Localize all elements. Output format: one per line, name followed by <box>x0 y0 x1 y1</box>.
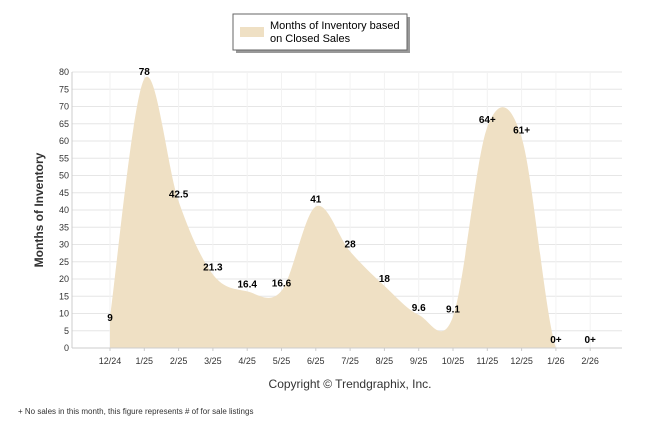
data-label: 18 <box>379 274 391 285</box>
y-tick-label: 65 <box>59 119 69 129</box>
x-tick-label: 6/25 <box>307 356 325 366</box>
y-tick-label: 10 <box>59 309 69 319</box>
y-tick-label: 20 <box>59 274 69 284</box>
data-label: 16.6 <box>272 279 292 290</box>
y-tick-label: 45 <box>59 188 69 198</box>
y-tick-label: 40 <box>59 205 69 215</box>
y-tick-label: 35 <box>59 222 69 232</box>
data-label: 21.3 <box>203 263 223 274</box>
legend-swatch <box>240 27 264 37</box>
x-tick-label: 9/25 <box>410 356 428 366</box>
copyright-text: Copyright © Trendgraphix, Inc. <box>268 377 432 391</box>
data-label: 0+ <box>584 335 596 346</box>
y-tick-label: 70 <box>59 102 69 112</box>
y-axis-label: Months of Inventory <box>32 152 46 267</box>
y-tick-label: 15 <box>59 291 69 301</box>
x-tick-label: 3/25 <box>204 356 222 366</box>
y-tick-label: 25 <box>59 257 69 267</box>
y-tick-label: 0 <box>64 343 69 353</box>
axes: 0 5 10 15 20 25 30 35 40 45 50 55 60 65 70 75 80 12/24 1/2… <box>59 67 622 366</box>
x-tick-label: 12/24 <box>99 356 122 366</box>
x-tick-label: 1/25 <box>136 356 154 366</box>
x-tick-label: 2/26 <box>581 356 599 366</box>
data-labels: 9 78 42.5 21.3 16.4 16.6 41 28 18 9.6 9.1 64+ 61+ 0+ 0… <box>107 67 596 346</box>
x-tick-label: 5/25 <box>273 356 291 366</box>
area-fill <box>110 76 591 349</box>
x-tick-label: 11/25 <box>476 356 498 366</box>
area-series <box>110 76 591 349</box>
y-tick-label: 60 <box>59 136 69 146</box>
legend-label-line1: Months of Inventory based <box>270 20 400 32</box>
data-label: 0+ <box>550 335 562 346</box>
x-tick-label: 1/26 <box>547 356 565 366</box>
y-tick-label: 30 <box>59 240 69 250</box>
y-tick-label: 55 <box>59 153 69 163</box>
x-tick-label: 7/25 <box>341 356 359 366</box>
y-tick-label: 50 <box>59 171 69 181</box>
data-label: 9.1 <box>446 305 460 316</box>
y-tick-label: 75 <box>59 84 69 94</box>
data-label: 16.4 <box>237 279 257 290</box>
data-label: 78 <box>139 67 151 78</box>
x-tick-label: 12/25 <box>510 356 533 366</box>
data-label: 9 <box>107 313 113 324</box>
data-label: 9.6 <box>412 303 426 314</box>
footnote-text: + No sales in this month, this figure re… <box>18 407 254 416</box>
data-label: 64+ <box>479 115 496 126</box>
x-tick-label: 10/25 <box>442 356 465 366</box>
data-label: 42.5 <box>169 189 189 200</box>
y-tick-label: 80 <box>59 67 69 77</box>
data-label: 41 <box>310 195 322 206</box>
legend: Months of Inventory based on Closed Sale… <box>232 13 410 53</box>
x-tick-label: 4/25 <box>238 356 256 366</box>
y-tick-label: 5 <box>64 326 69 336</box>
data-label: 61+ <box>513 126 530 137</box>
x-tick-label: 8/25 <box>376 356 394 366</box>
legend-label-line2: on Closed Sales <box>270 33 351 45</box>
data-label: 28 <box>345 239 357 250</box>
x-tick-label: 2/25 <box>170 356 188 366</box>
